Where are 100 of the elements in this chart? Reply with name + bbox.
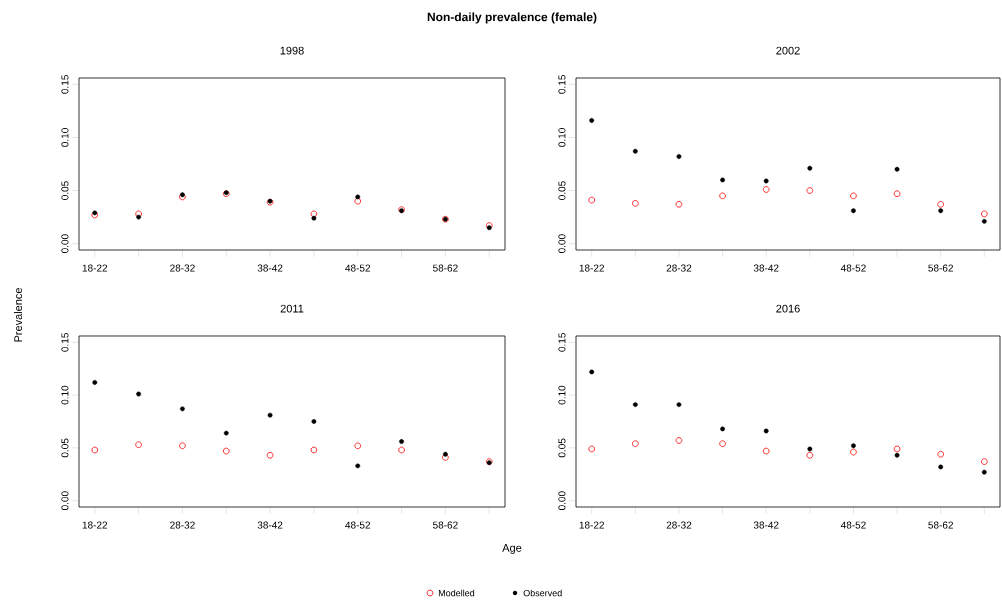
point (311, 215, 317, 221)
y-tick-label: 0.00 (61, 491, 69, 511)
point (589, 118, 595, 123)
point (632, 199, 639, 207)
x-tick-label: 58-62 (928, 264, 953, 272)
point (851, 443, 856, 449)
y-axis-title: Prevalence (13, 287, 23, 342)
point (894, 452, 900, 458)
point (632, 402, 638, 408)
chart-title: 2002 (776, 46, 800, 55)
chart-title: 2011 (280, 304, 304, 313)
x-tick-label: 28-32 (666, 264, 692, 272)
y-tick-label: 0.15 (61, 333, 69, 352)
y-tick-label: 0.15 (61, 75, 69, 94)
point (589, 369, 595, 375)
point (443, 451, 448, 457)
point (893, 445, 901, 453)
point (719, 192, 726, 200)
y-tick-label: 0.10 (61, 385, 69, 405)
point (91, 446, 99, 454)
y-tick-label: 0.05 (61, 181, 69, 200)
x-tick-label: 48-52 (840, 521, 866, 529)
point (92, 380, 98, 385)
point (588, 196, 596, 204)
y-tick-label: 0.05 (558, 438, 566, 458)
x-tick-label: 48-52 (840, 264, 866, 272)
x-tick-label: 58-62 (433, 521, 458, 529)
point (850, 192, 857, 200)
point (981, 469, 987, 475)
point (806, 451, 814, 459)
x-tick-label: 28-32 (170, 264, 195, 272)
x-tick-label: 38-42 (257, 264, 283, 272)
point (894, 166, 900, 172)
x-tick-label: 18-22 (579, 521, 604, 529)
point (806, 187, 814, 194)
point (807, 446, 813, 452)
x-tick-label: 28-32 (666, 521, 692, 529)
y-tick-label: 0.10 (558, 128, 566, 147)
x-tick-label: 38-42 (257, 521, 283, 529)
point (807, 165, 813, 171)
point (136, 214, 141, 220)
y-tick-label: 0.00 (558, 491, 566, 511)
point (762, 447, 770, 455)
point (937, 201, 944, 208)
point (720, 426, 725, 432)
point (632, 440, 639, 447)
point (675, 437, 683, 444)
point (937, 450, 944, 458)
x-tick-label: 18-22 (82, 521, 108, 529)
point (354, 442, 362, 450)
point (893, 190, 901, 198)
point (763, 178, 769, 184)
point (355, 194, 361, 200)
point (136, 391, 141, 397)
y-tick-label: 0.10 (558, 385, 566, 405)
point (676, 154, 682, 159)
x-tick-label: 38-42 (753, 521, 779, 529)
text: Non-daily prevalence (female) (427, 12, 597, 24)
point (938, 208, 944, 214)
x-tick-label: 48-52 (345, 521, 371, 529)
point (588, 445, 596, 453)
y-tick-label: 0.00 (61, 234, 69, 253)
legend-label: Modelled (438, 589, 475, 597)
point (355, 463, 361, 469)
point (398, 446, 405, 454)
point (938, 464, 944, 470)
point (981, 458, 988, 465)
x-tick-label: 58-62 (928, 521, 953, 529)
point (442, 454, 449, 461)
point (135, 441, 142, 449)
point (222, 447, 230, 455)
point (267, 412, 273, 418)
point (719, 440, 726, 447)
y-tick-label: 0.15 (558, 75, 566, 94)
x-tick-label: 58-62 (433, 264, 458, 272)
y-tick-label: 0.10 (61, 128, 69, 147)
x-tick-label: 48-52 (345, 264, 371, 272)
point (266, 451, 274, 459)
chart-title: 2016 (776, 304, 800, 313)
point (632, 148, 638, 154)
point (851, 208, 856, 214)
y-tick-label: 0.05 (61, 438, 69, 458)
x-tick-label: 38-42 (753, 264, 779, 272)
point (354, 197, 362, 205)
point (981, 218, 987, 224)
x-tick-label: 28-32 (170, 521, 195, 529)
point (763, 428, 769, 434)
point (676, 402, 682, 408)
point (675, 201, 683, 208)
point (850, 448, 857, 456)
point (180, 406, 185, 412)
x-axis-title: Age (502, 544, 522, 554)
y-tick-label: 0.15 (558, 333, 566, 352)
y-tick-label: 0.05 (558, 181, 566, 200)
point (311, 419, 317, 424)
x-tick-label: 18-22 (579, 264, 604, 272)
point (179, 442, 186, 450)
point (762, 186, 770, 193)
point (223, 430, 229, 436)
chart-title: 1998 (280, 46, 304, 55)
